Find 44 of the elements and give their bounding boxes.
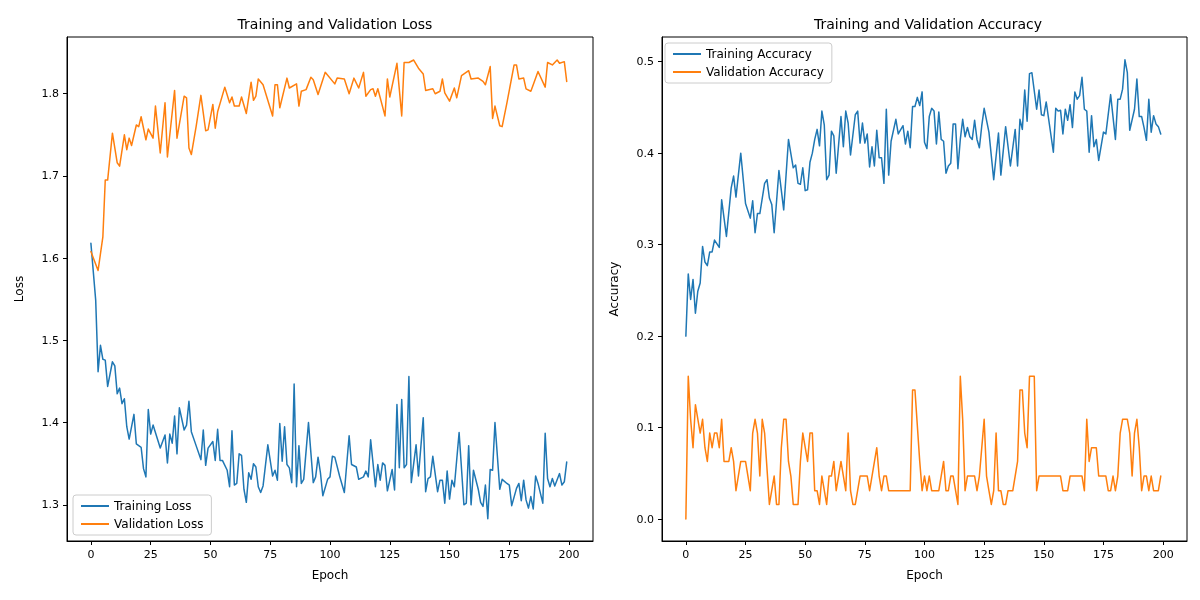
- y-tick-label: 0.0: [636, 512, 654, 526]
- x-tick-label: 0: [87, 548, 95, 561]
- y-tick-label: 0.5: [636, 55, 654, 69]
- line-series: [90, 242, 568, 520]
- legend-label: Validation Accuracy: [706, 65, 824, 79]
- x-axis-title: Epoch: [906, 568, 943, 582]
- y-axis-title: Accuracy: [607, 261, 621, 317]
- x-tick-label: 200: [558, 548, 580, 561]
- y-tick-label: 1.7: [41, 169, 59, 183]
- y-tick-label: 1.6: [41, 251, 59, 265]
- y-tick-label: 0.2: [636, 329, 654, 343]
- x-tick-label: 100: [319, 548, 341, 561]
- x-tick-label: 25: [738, 548, 753, 561]
- x-tick-label: 150: [1033, 548, 1055, 561]
- x-tick-label: 200: [1152, 548, 1174, 561]
- y-tick-label: 1.5: [41, 333, 59, 347]
- y-axis-title: Loss: [12, 275, 26, 303]
- legend-label: Training Loss: [113, 499, 192, 513]
- legend-label: Training Accuracy: [705, 47, 812, 61]
- legend-label: Validation Loss: [114, 517, 204, 531]
- x-tick-label: 150: [439, 548, 461, 561]
- x-tick-label: 100: [914, 548, 935, 561]
- x-tick-label: 175: [498, 548, 520, 561]
- y-tick-label: 1.8: [41, 87, 59, 101]
- x-tick-label: 175: [1092, 548, 1114, 561]
- y-tick-label: 0.3: [636, 238, 654, 252]
- line-series: [90, 59, 568, 272]
- y-tick-label: 0.1: [636, 421, 654, 435]
- x-tick-label: 25: [143, 548, 158, 561]
- line-series: [685, 375, 1162, 520]
- y-tick-label: 1.4: [41, 416, 59, 430]
- x-tick-label: 125: [973, 548, 995, 561]
- x-tick-label: 125: [379, 548, 401, 561]
- x-tick-label: 50: [798, 548, 813, 561]
- x-tick-label: 75: [857, 548, 872, 561]
- x-tick-label: 0: [682, 548, 690, 561]
- x-tick-label: 50: [203, 548, 218, 561]
- chart-title: Training and Validation Loss: [236, 16, 433, 32]
- line-series: [685, 59, 1162, 337]
- y-tick-label: 1.3: [41, 498, 59, 512]
- x-axis-title: Epoch: [311, 568, 349, 582]
- y-tick-label: 0.4: [636, 146, 654, 160]
- chart-title: Training and Validation Accuracy: [813, 16, 1042, 32]
- x-tick-label: 75: [263, 548, 278, 561]
